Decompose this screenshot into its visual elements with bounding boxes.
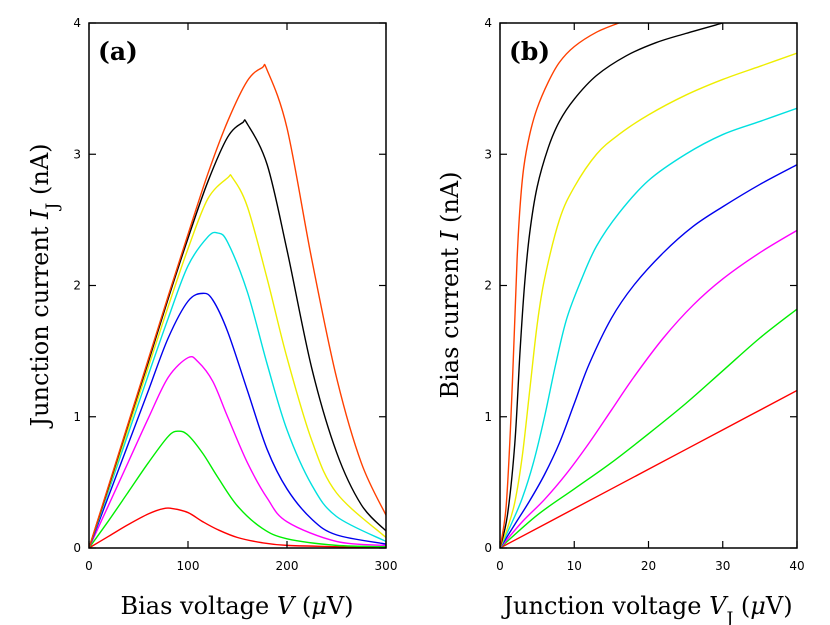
axis-label-part: ( xyxy=(733,592,750,620)
panel-label: (a) xyxy=(98,37,138,66)
x-tick-label: 300 xyxy=(375,559,398,573)
x-tick-label: 10 xyxy=(567,559,582,573)
y-tick-label: 3 xyxy=(73,147,81,161)
series-group xyxy=(89,63,386,548)
series-group xyxy=(500,23,797,548)
series-line-6 xyxy=(500,52,797,548)
axis-label-part: Junction voltage xyxy=(500,592,709,620)
series-line-7 xyxy=(500,23,723,548)
axis-label-part: μ xyxy=(750,592,766,620)
x-axis-label: Bias voltage V (μV) xyxy=(120,592,353,620)
axis-label-part: V) xyxy=(326,592,354,620)
axis-label-part: (nA) xyxy=(436,172,464,231)
series-line-2 xyxy=(500,308,797,548)
axis-label-part: I xyxy=(26,209,54,220)
y-tick-label: 2 xyxy=(484,279,492,293)
x-tick-label: 0 xyxy=(85,559,93,573)
axis-label-part: J xyxy=(724,609,733,625)
x-tick-label: 0 xyxy=(496,559,504,573)
series-line-3 xyxy=(500,229,797,548)
x-tick-label: 30 xyxy=(715,559,730,573)
axis-label-part: I xyxy=(436,230,464,241)
axis-label-part: Junction current xyxy=(26,219,54,430)
series-line-8 xyxy=(89,63,386,548)
x-tick-label: 20 xyxy=(641,559,656,573)
series-line-5 xyxy=(89,231,386,548)
y-tick-label: 4 xyxy=(73,16,81,30)
x-tick-label: 40 xyxy=(789,559,804,573)
y-tick-label: 0 xyxy=(484,541,492,555)
axis-label-part: ( xyxy=(294,592,311,620)
series-line-5 xyxy=(500,107,797,548)
axis-label-part: Bias voltage xyxy=(120,592,276,620)
axis-label-part: (nA) xyxy=(26,143,54,202)
series-line-1 xyxy=(89,507,386,548)
y-axis-label: Junction current IJ (nA) xyxy=(26,143,63,429)
series-line-1 xyxy=(500,389,797,548)
axis-label-part: J xyxy=(43,202,63,211)
panel-b: 0 10 20 30 40 0 1 2 3 4 (b) Junction voltage VJ (μV… xyxy=(436,16,805,625)
series-line-4 xyxy=(500,164,797,548)
x-tick-label: 200 xyxy=(276,559,299,573)
series-line-4 xyxy=(89,292,386,548)
panel-a: 0 100 200 300 0 1 2 3 4 (a) Bias voltage V (μV) Jun… xyxy=(26,16,397,620)
series-line-8 xyxy=(500,23,620,548)
axis-label-part: V xyxy=(709,592,729,620)
y-axis-label: Bias current I (nA) xyxy=(436,172,464,399)
axis-label-part: V xyxy=(277,592,297,620)
axis-label-part: μ xyxy=(311,592,327,620)
y-tick-label: 4 xyxy=(484,16,492,30)
series-line-3 xyxy=(89,355,386,548)
plot-frame xyxy=(88,22,387,549)
axis-label-part: V) xyxy=(765,592,793,620)
x-tick-label: 100 xyxy=(177,559,200,573)
series-line-2 xyxy=(89,430,386,548)
axis-label-part: Bias current xyxy=(436,240,464,398)
series-line-6 xyxy=(89,174,386,548)
y-tick-label: 0 xyxy=(73,541,81,555)
x-axis-label: Junction voltage VJ (μV) xyxy=(500,592,792,625)
y-tick-label: 1 xyxy=(73,410,81,424)
panel-label: (b) xyxy=(509,37,550,66)
y-tick-label: 3 xyxy=(484,147,492,161)
y-tick-label: 1 xyxy=(484,410,492,424)
y-tick-label: 2 xyxy=(73,279,81,293)
